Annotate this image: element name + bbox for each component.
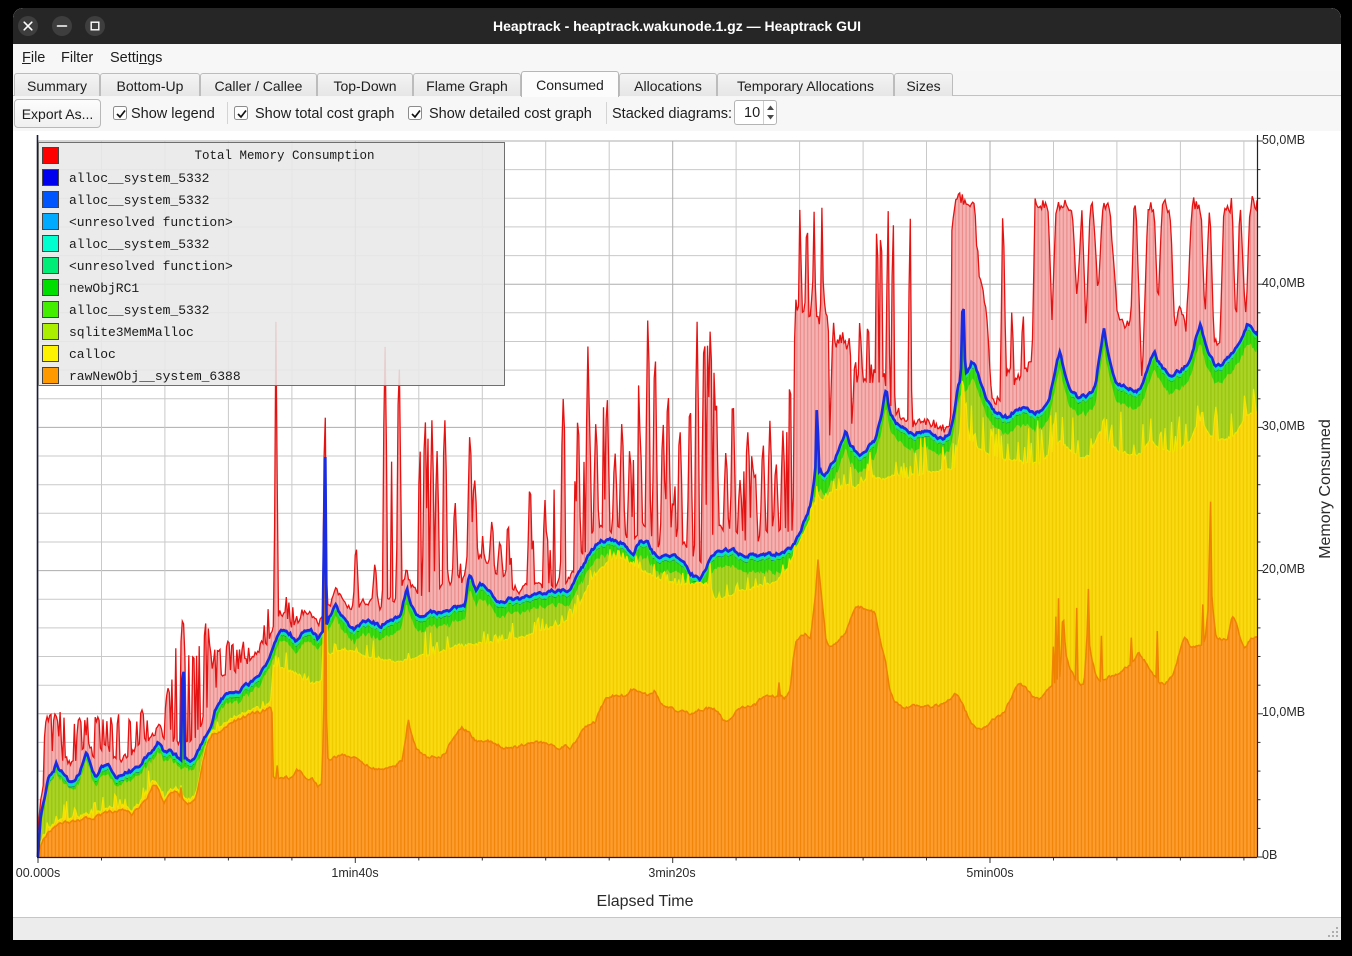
svg-text:Memory Consumed: Memory Consumed [1317,419,1334,559]
